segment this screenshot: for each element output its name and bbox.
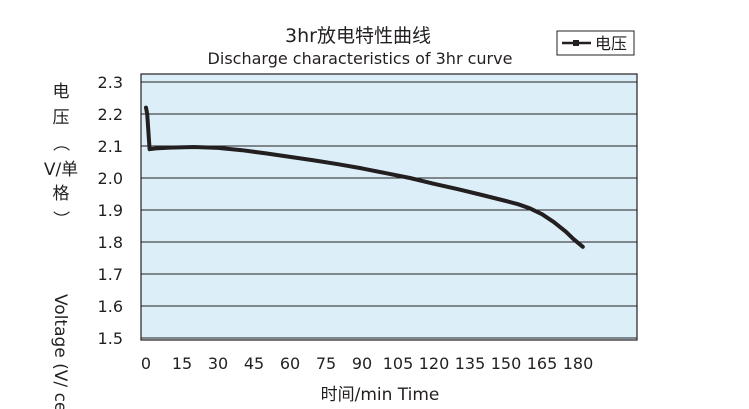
y-tick-label: 1.6 (98, 297, 123, 316)
x-tick-labels: 0 15 30 45 60 75 90 105 120 135 150 165 180 (141, 354, 593, 373)
x-axis-label: 时间/min Time (321, 385, 440, 405)
y-label-cn-3: （ (50, 135, 70, 152)
voltage-series-line (144, 105, 585, 249)
legend-marker-icon (573, 40, 579, 46)
y-label-cn-6: ） (50, 211, 70, 228)
chart-title: 3hr放电特性曲线 (285, 25, 431, 47)
y-label-en: Voltage (V/ cell) (50, 294, 70, 409)
x-tick-label: 180 (563, 354, 594, 373)
x-tick-label: 120 (419, 354, 450, 373)
x-tick-label: 105 (383, 354, 414, 373)
x-tick-label: 30 (208, 354, 228, 373)
y-tick-label: 1.7 (98, 265, 123, 284)
y-tick-labels: 1.5 1.6 1.7 1.8 1.9 2.0 2.1 2.2 2.3 (98, 73, 123, 348)
x-tick-label: 0 (141, 354, 151, 373)
x-tick-label: 60 (280, 354, 300, 373)
x-tick-label: 15 (172, 354, 192, 373)
y-tick-label: 2.3 (98, 73, 123, 92)
y-tick-label: 1.5 (98, 329, 123, 348)
y-label-cn-5: 格 (53, 184, 70, 204)
y-tick-label: 2.1 (98, 137, 123, 156)
y-tick-label: 2.0 (98, 169, 123, 188)
y-tick-label: 2.2 (98, 105, 123, 124)
y-label-cn-4: V/单 (44, 160, 78, 180)
x-tick-label: 165 (527, 354, 558, 373)
legend-label: 电压 (595, 34, 627, 53)
x-tick-label: 75 (316, 354, 336, 373)
chart-subtitle: Discharge characteristics of 3hr curve (208, 49, 513, 68)
x-tick-label: 150 (491, 354, 522, 373)
x-tick-label: 45 (244, 354, 264, 373)
y-tick-label: 1.9 (98, 201, 123, 220)
y-tick-label: 1.8 (98, 233, 123, 252)
y-label-cn-1: 电 (53, 82, 70, 102)
x-tick-label: 90 (352, 354, 372, 373)
y-label-cn-2: 压 (53, 108, 70, 128)
y-axis-label: 电 压 （ V/单 格 ） Voltage (V/ cell) (44, 82, 78, 409)
gridlines (141, 81, 637, 339)
x-tick-label: 135 (455, 354, 486, 373)
legend: 电压 (556, 30, 635, 56)
plot-area (140, 73, 638, 341)
